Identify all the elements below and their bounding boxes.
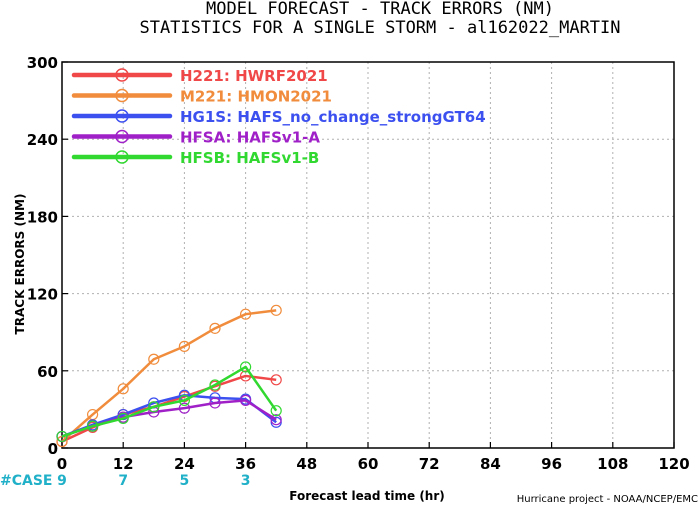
- case-counts: 9 7 5 3: [57, 473, 250, 489]
- y-tick-label: 120: [27, 286, 58, 304]
- case-label: #CASE: [0, 473, 53, 489]
- case-count: 5: [180, 473, 190, 489]
- data-point-m221: [178, 340, 190, 352]
- x-axis-label: Forecast lead time (hr): [289, 489, 445, 503]
- data-point-m221: [56, 435, 68, 448]
- data-point-hfsb: [117, 412, 129, 425]
- y-tick-label: 240: [27, 131, 58, 149]
- credit-text: Hurricane project - NOAA/NCEP/EMC: [517, 494, 698, 505]
- data-point-hfsb: [240, 361, 252, 373]
- x-tick-label: 108: [597, 455, 628, 473]
- legend-entry-hfsb: HFSB: HAFSv1-B: [180, 149, 319, 167]
- chart-subtitle: STATISTICS FOR A SINGLE STORM - al162022…: [139, 18, 620, 38]
- x-tick-label: 120: [658, 455, 689, 473]
- x-tick-label: 24: [174, 455, 195, 473]
- x-tick-label: 12: [113, 455, 134, 473]
- y-tick-label: 0: [48, 440, 58, 458]
- data-point-hfsb: [86, 420, 99, 432]
- x-tick-label: 72: [419, 455, 440, 473]
- data-point-m221: [270, 304, 282, 316]
- data-point-hfsa: [209, 397, 221, 409]
- data-point-hfsb: [270, 405, 282, 417]
- legend-marker: [115, 109, 129, 123]
- data-point-m221: [148, 353, 160, 365]
- data-point-m221: [209, 322, 221, 334]
- y-tick-label: 180: [27, 208, 58, 226]
- data-point-m221: [240, 308, 252, 320]
- y-axis-label: TRACK ERRORS (NM): [13, 194, 27, 335]
- data-point-hfsa: [240, 394, 252, 406]
- data-point-h221: [270, 374, 282, 386]
- case-count: 9: [57, 473, 67, 489]
- data-point-hfsb: [56, 430, 68, 443]
- x-tick-label: 0: [57, 455, 67, 473]
- legend: H221: HWRF2021 M221: HMON2021 HG1S: HAFS_n…: [71, 67, 486, 167]
- x-tick-label: 36: [235, 455, 256, 473]
- y-tick-label: 60: [37, 363, 58, 381]
- data-point-hfsb: [148, 401, 160, 413]
- x-tick-label: 96: [541, 455, 562, 473]
- data-point-hfsb: [178, 394, 190, 406]
- x-tick-label: 60: [358, 455, 379, 473]
- legend-entry-hg1s: HG1S: HAFS_no_change_strongGT64: [180, 108, 486, 126]
- case-count: 7: [118, 473, 128, 489]
- data-point-hfsa: [178, 402, 190, 414]
- x-axis-ticks: 0 12 24 36 48 60 72 84 96 108 120: [57, 442, 690, 473]
- chart-title: MODEL FORECAST - TRACK ERRORS (NM): [206, 0, 554, 19]
- data-point-hg1s: [270, 416, 282, 428]
- legend-entry-m221: M221: HMON2021: [180, 88, 332, 106]
- y-tick-label: 300: [27, 54, 58, 72]
- series-line-m221: [61, 309, 277, 443]
- x-tick-label: 84: [480, 455, 501, 473]
- legend-marker: [115, 129, 129, 144]
- legend-entry-hfsa: HFSA: HAFSv1-A: [180, 129, 320, 147]
- data-point-hfsa: [270, 414, 282, 426]
- data-point-hfsb: [209, 379, 221, 391]
- grid-lines: [62, 62, 674, 448]
- data-point-m221: [117, 383, 129, 395]
- y-axis-ticks: 0 60 120 180 240 300: [27, 54, 68, 458]
- series-layer: [56, 304, 282, 448]
- legend-marker: [115, 68, 129, 82]
- legend-marker: [115, 150, 129, 164]
- legend-marker: [115, 88, 129, 103]
- legend-entry-h221: H221: HWRF2021: [180, 67, 328, 85]
- case-count: 3: [241, 473, 251, 489]
- x-tick-label: 48: [296, 455, 317, 473]
